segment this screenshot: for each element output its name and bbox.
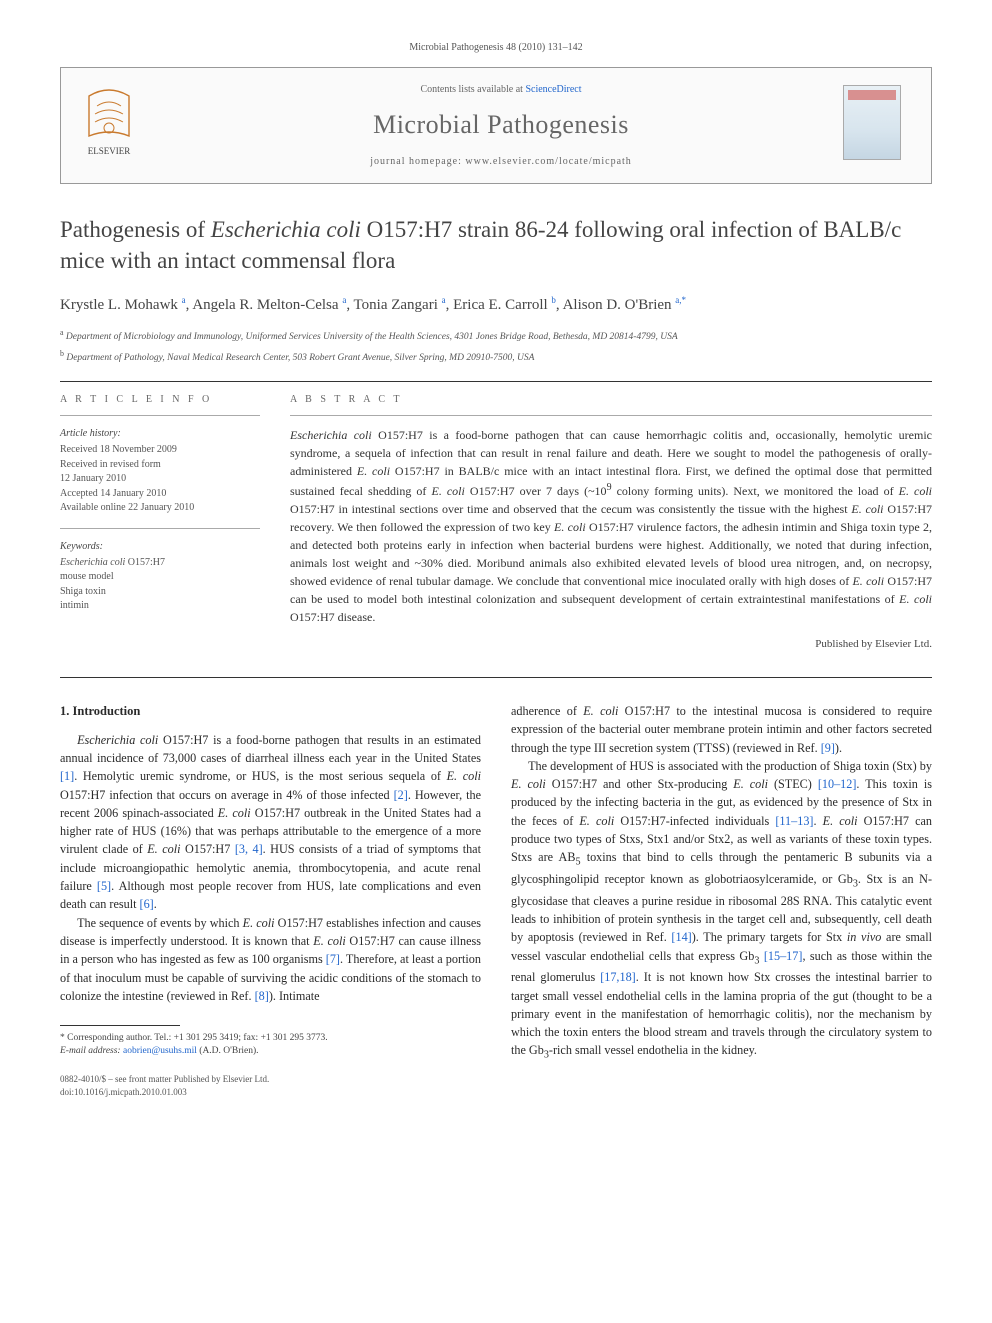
history-line: 12 January 2010 [60,472,260,487]
body-paragraph-4: The development of HUS is associated wit… [511,757,932,1063]
footnote-block: * Corresponding author. Tel.: +1 301 295… [60,1025,481,1100]
keyword-line: Escherichia coli O157:H7 [60,556,260,571]
history-line: Available online 22 January 2010 [60,501,260,516]
keyword-line: mouse model [60,570,260,585]
email-footnote: E-mail address: aobrien@usuhs.mil (A.D. … [60,1045,481,1058]
homepage-url[interactable]: www.elsevier.com/locate/micpath [465,156,631,167]
body-paragraph-2: The sequence of events by which E. coli … [60,914,481,1005]
masthead-center: Contents lists available at ScienceDirec… [159,82,843,169]
citation-header: Microbial Pathogenesis 48 (2010) 131–142 [60,40,932,55]
contents-available-line: Contents lists available at ScienceDirec… [159,82,843,97]
article-history-heading: Article history: [60,426,260,441]
section-divider-thin [60,677,932,678]
copyright-line-1: 0882-4010/$ – see front matter Published… [60,1073,481,1087]
keywords-list: Escherichia coli O157:H7mouse modelShiga… [60,556,260,614]
corresponding-email-link[interactable]: aobrien@usuhs.mil [123,1046,197,1056]
body-paragraph-1: Escherichia coli O157:H7 is a food-borne… [60,731,481,914]
affiliation-line: a Department of Microbiology and Immunol… [60,327,932,344]
footnote-separator [60,1025,180,1026]
copyright-block: 0882-4010/$ – see front matter Published… [60,1073,481,1100]
journal-name: Microbial Pathogenesis [159,105,843,144]
history-line: Accepted 14 January 2010 [60,487,260,502]
abstract-column: A B S T R A C T Escherichia coli O157:H7… [290,392,932,653]
email-suffix: (A.D. O'Brien). [197,1046,259,1056]
published-by: Published by Elsevier Ltd. [290,636,932,653]
journal-cover-wrap [843,85,913,166]
article-info-column: A R T I C L E I N F O Article history: R… [60,392,260,653]
article-history-lines: Received 18 November 2009Received in rev… [60,443,260,516]
journal-homepage-line: journal homepage: www.elsevier.com/locat… [159,154,843,169]
keyword-line: intimin [60,599,260,614]
history-line: Received 18 November 2009 [60,443,260,458]
contents-prefix: Contents lists available at [420,84,525,95]
abstract-label: A B S T R A C T [290,392,932,407]
body-columns: 1. Introduction Escherichia coli O157:H7… [60,702,932,1100]
elsevier-logo-icon: ELSEVIER [79,88,139,158]
section-divider [60,381,932,382]
sciencedirect-link[interactable]: ScienceDirect [525,84,581,95]
info-abstract-row: A R T I C L E I N F O Article history: R… [60,392,932,653]
article-title: Pathogenesis of Escherichia coli O157:H7… [60,214,932,276]
history-line: Received in revised form [60,458,260,473]
section-heading-introduction: 1. Introduction [60,702,481,721]
article-info-label: A R T I C L E I N F O [60,392,260,407]
keyword-line: Shiga toxin [60,585,260,600]
publisher-logo-wrap: ELSEVIER [79,88,159,164]
svg-text:ELSEVIER: ELSEVIER [88,146,131,156]
keywords-heading: Keywords: [60,539,260,554]
homepage-prefix: journal homepage: [370,156,465,167]
corresponding-author-footnote: * Corresponding author. Tel.: +1 301 295… [60,1032,481,1045]
journal-cover-icon [843,85,901,160]
body-paragraph-3: adherence of E. coli O157:H7 to the inte… [511,702,932,757]
author-list: Krystle L. Mohawk a, Angela R. Melton-Ce… [60,294,932,317]
doi-line: doi:10.1016/j.micpath.2010.01.003 [60,1086,481,1100]
journal-masthead: ELSEVIER Contents lists available at Sci… [60,67,932,184]
affiliation-line: b Department of Pathology, Naval Medical… [60,348,932,365]
abstract-text: Escherichia coli O157:H7 is a food-borne… [290,426,932,626]
email-label: E-mail address: [60,1046,123,1056]
affiliations: a Department of Microbiology and Immunol… [60,327,932,366]
